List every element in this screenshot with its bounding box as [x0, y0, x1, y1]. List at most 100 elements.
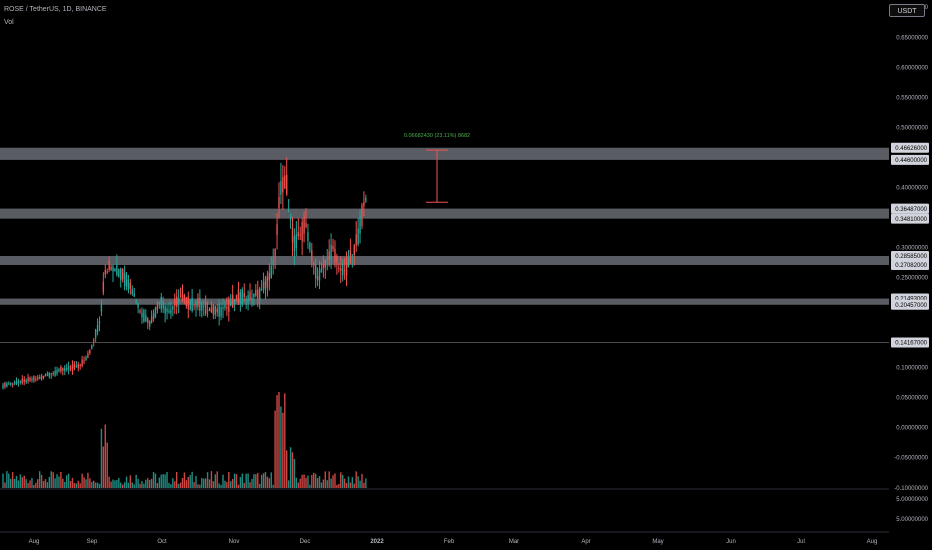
candle-body [121, 268, 124, 280]
volume-bar [52, 472, 54, 488]
volume-bar [206, 472, 209, 488]
candle-body [365, 197, 367, 202]
candle-body [31, 378, 33, 380]
candle-body [131, 289, 134, 295]
volume-bar [355, 471, 357, 488]
candle-body [102, 281, 105, 293]
volume-bar [133, 484, 135, 488]
volume-bar [6, 471, 8, 488]
volume-bar [65, 475, 68, 488]
volume-bar [301, 474, 303, 488]
candle-body [282, 176, 284, 193]
candlestick-series [2, 157, 367, 390]
volume-bar [38, 471, 41, 488]
volume-bar [284, 393, 286, 488]
volume-bar [93, 480, 95, 488]
price-tick-label: -0.10000000 [894, 486, 928, 492]
level-label-box [891, 154, 929, 165]
candle-body [322, 263, 325, 269]
candle-body [328, 251, 330, 260]
volume-bar [162, 474, 164, 488]
level-label-text: 0.21493000 [895, 297, 927, 303]
time-axis[interactable]: Aug Sep Oct Nov Dec 2022 Feb Mar Apr May Jun Jul Aug [29, 539, 878, 545]
volume-bar [67, 473, 70, 488]
candle-body [231, 294, 234, 308]
candle-body [17, 381, 20, 384]
volume-bar [181, 478, 184, 488]
volume-bar [33, 484, 35, 488]
volume-bar [50, 471, 52, 488]
volume-bar [361, 473, 363, 488]
candle-body [268, 272, 271, 281]
candle-body [87, 353, 89, 358]
candle-body [199, 298, 201, 311]
time-tick-label: Dec [300, 539, 311, 545]
candle-body [297, 232, 299, 236]
candle-body [139, 310, 141, 313]
volume-tick-label: 5.00000000 [896, 497, 928, 503]
volume-bar [60, 471, 62, 488]
volume-bar [77, 480, 79, 488]
candle-body [189, 301, 191, 310]
volume-bar [35, 482, 37, 488]
volume-bar [58, 476, 60, 488]
volume-bar [241, 473, 244, 488]
volume-bar [148, 479, 151, 488]
candle-body [85, 357, 87, 361]
candle-body [316, 275, 319, 281]
currency-selector-button[interactable]: USDT [889, 4, 925, 17]
volume-bar [135, 474, 137, 488]
time-tick-label: Feb [444, 539, 455, 545]
price-tick-label: 0.05000000 [896, 396, 928, 402]
candle-body [230, 301, 232, 306]
volume-bar [83, 477, 85, 488]
candle-body [37, 377, 39, 380]
candle-body [152, 313, 155, 320]
time-tick-label: 2022 [370, 539, 384, 545]
time-tick-label: Mar [509, 539, 519, 545]
candle-body [287, 199, 290, 201]
volume-bar [143, 483, 145, 488]
support-resistance-zones [0, 147, 889, 305]
candle-body [176, 296, 178, 307]
candle-body [253, 293, 255, 298]
candle-body [44, 374, 47, 377]
volume-bar [293, 458, 296, 488]
candle-body [266, 275, 269, 288]
volume-bar [183, 472, 186, 488]
volume-bar [123, 482, 126, 488]
candle-body [162, 301, 164, 309]
candle-body [93, 340, 95, 342]
volume-bar [145, 479, 147, 488]
volume-bar [10, 478, 12, 488]
volume-bar [23, 475, 25, 488]
candle-body [270, 266, 272, 278]
volume-bar [139, 483, 141, 488]
candle-body [280, 181, 282, 195]
candle-body [170, 309, 172, 314]
candle-body [305, 223, 307, 228]
candle-body [363, 202, 365, 207]
candle-body [15, 380, 18, 385]
volume-bar [262, 473, 265, 488]
candle-body [110, 266, 112, 270]
level-label-text: 0.27082000 [895, 263, 927, 269]
volume-bar [297, 482, 299, 488]
candle-body [168, 310, 170, 313]
candle-body [216, 308, 218, 313]
candle-body [27, 377, 29, 382]
candle-body [42, 376, 45, 378]
volume-bar [237, 484, 240, 488]
candle-body [208, 309, 211, 311]
candle-body [120, 268, 122, 281]
candle-body [338, 268, 340, 270]
volume-bar [75, 483, 78, 488]
candle-body [79, 364, 81, 366]
volume-bar [114, 480, 116, 488]
volume-bar [311, 474, 313, 488]
volume-bar [247, 473, 249, 488]
volume-bar [218, 483, 220, 488]
time-tick-label: Aug [867, 539, 878, 545]
volume-bar [118, 477, 120, 488]
